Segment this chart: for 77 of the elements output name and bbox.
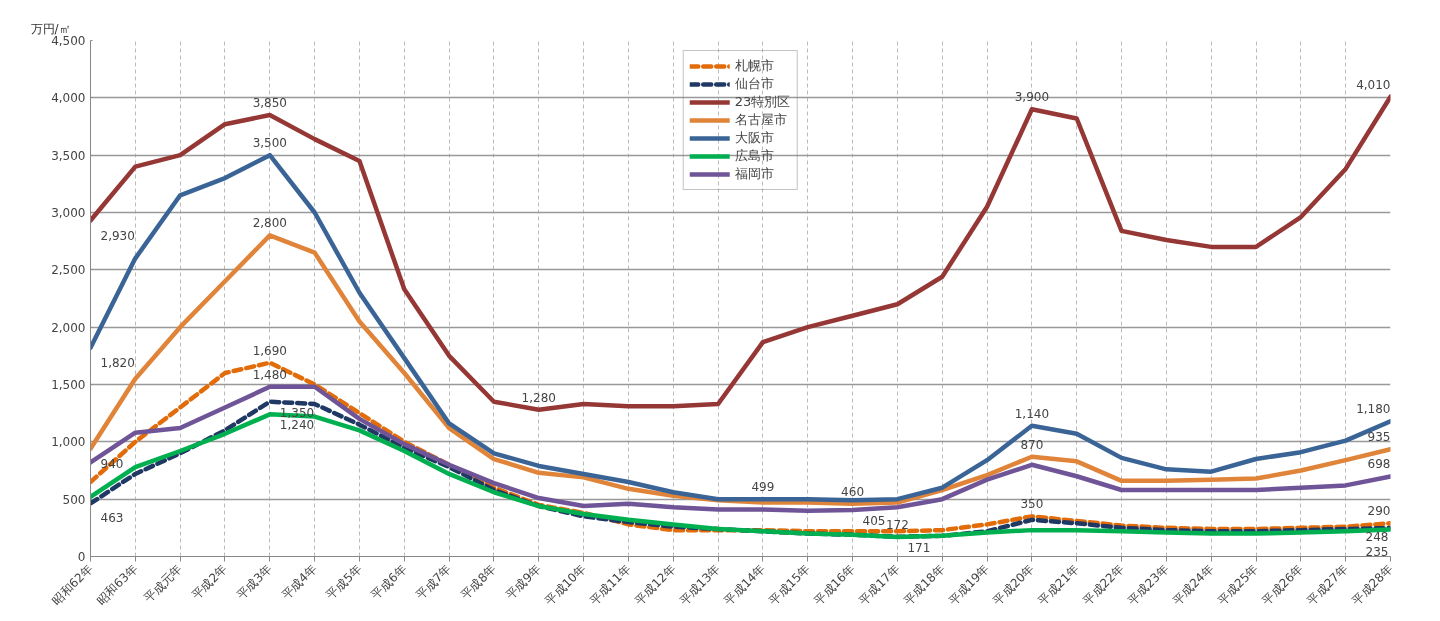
y-tick-label: 2,500 bbox=[51, 263, 86, 278]
data-label: 698 bbox=[1367, 457, 1391, 472]
x-tick-label: 平成23年 bbox=[1125, 561, 1172, 608]
y-tick-label: 3,500 bbox=[51, 148, 86, 163]
x-tick-label: 平成4年 bbox=[278, 561, 320, 603]
data-label: 235 bbox=[1365, 544, 1389, 559]
x-tick-label: 平成20年 bbox=[990, 561, 1037, 608]
x-tick-label: 昭和63年 bbox=[94, 561, 141, 608]
x-tick-label: 平成2年 bbox=[189, 561, 230, 603]
legend-label: 23特別区 bbox=[734, 93, 791, 111]
x-tick-label: 平成7年 bbox=[413, 561, 455, 603]
x-tick-label: 平成10年 bbox=[542, 561, 589, 608]
data-label: 1,280 bbox=[521, 390, 556, 405]
x-tick-label: 平成15年 bbox=[766, 561, 813, 608]
data-label: 172 bbox=[885, 517, 909, 532]
y-tick-label: 4,000 bbox=[51, 91, 86, 106]
x-tick-label: 平成5年 bbox=[323, 561, 365, 603]
data-label: 2,800 bbox=[252, 216, 287, 231]
data-label: 171 bbox=[907, 540, 931, 555]
data-label: 350 bbox=[1020, 497, 1044, 512]
x-tick-label: 平成9年 bbox=[502, 561, 544, 603]
x-tick-label: 昭和62年 bbox=[49, 561, 96, 608]
legend-label: 仙台市 bbox=[734, 75, 774, 93]
x-tick-label: 平成12年 bbox=[632, 561, 679, 608]
x-tick-label: 平成19年 bbox=[945, 561, 993, 608]
data-label: 1,240 bbox=[279, 418, 315, 433]
data-label: 870 bbox=[1020, 437, 1044, 452]
x-tick-label: 平成26年 bbox=[1259, 561, 1306, 608]
x-tick-label: 平成17年 bbox=[856, 561, 903, 608]
y-tick-label: 4,500 bbox=[51, 34, 86, 48]
y-tick-label: 1,500 bbox=[51, 378, 86, 392]
x-tick-label: 平成27年 bbox=[1304, 561, 1351, 608]
x-tick-label: 平成11年 bbox=[587, 561, 634, 608]
data-label: 1,480 bbox=[252, 367, 287, 382]
data-label: 1,820 bbox=[100, 355, 135, 370]
x-tick-label: 平成元年 bbox=[141, 561, 186, 606]
data-label: 4,010 bbox=[1356, 77, 1391, 92]
x-tick-label: 平成18年 bbox=[901, 561, 948, 608]
data-label: 499 bbox=[751, 480, 775, 495]
x-tick-label: 平成28年 bbox=[1349, 561, 1396, 608]
y-tick-label: 2,000 bbox=[51, 320, 86, 335]
data-label: 1,180 bbox=[1356, 402, 1391, 417]
legend-label: 福岡市 bbox=[734, 165, 774, 183]
y-tick-label: 1,000 bbox=[51, 435, 86, 450]
x-tick-label: 平成16年 bbox=[811, 561, 858, 608]
x-tick-label: 平成24年 bbox=[1169, 561, 1217, 608]
data-label: 3,900 bbox=[1014, 90, 1050, 105]
data-label: 2,930 bbox=[100, 228, 135, 243]
x-tick-label: 平成25年 bbox=[1214, 561, 1261, 608]
y-tick-label: 0 bbox=[77, 550, 86, 564]
data-label: 1,140 bbox=[1014, 406, 1050, 421]
x-tick-label: 平成8年 bbox=[458, 561, 499, 603]
y-axis-title: 万円/㎡ bbox=[30, 21, 71, 36]
x-tick-label: 平成13年 bbox=[676, 561, 724, 608]
data-label: 1,690 bbox=[252, 343, 287, 358]
line-series bbox=[90, 233, 1391, 506]
data-label: 3,850 bbox=[252, 96, 287, 111]
data-label: 460 bbox=[841, 484, 865, 499]
legend-label: 広島市 bbox=[734, 147, 774, 165]
data-label: 935 bbox=[1367, 430, 1391, 445]
line-series bbox=[90, 384, 1391, 513]
data-label: 463 bbox=[100, 511, 124, 526]
legend-label: 大阪市 bbox=[734, 129, 774, 147]
x-tick-label: 平成14年 bbox=[721, 561, 768, 608]
x-tick-label: 平成22年 bbox=[1080, 561, 1127, 608]
data-label: 405 bbox=[862, 514, 886, 529]
y-tick-label: 3,000 bbox=[51, 206, 86, 220]
x-tick-label: 平成3年 bbox=[234, 561, 275, 603]
x-tick-label: 平成6年 bbox=[368, 561, 410, 603]
legend-label: 名古屋市 bbox=[734, 111, 787, 129]
data-label: 290 bbox=[1367, 504, 1391, 519]
legend-label: 札幌市 bbox=[734, 57, 774, 75]
y-tick-label: 500 bbox=[62, 492, 86, 507]
x-tick-label: 平成21年 bbox=[1035, 561, 1082, 608]
data-label: 3,500 bbox=[252, 136, 287, 151]
data-label: 248 bbox=[1365, 530, 1389, 545]
line-series bbox=[90, 360, 1391, 534]
